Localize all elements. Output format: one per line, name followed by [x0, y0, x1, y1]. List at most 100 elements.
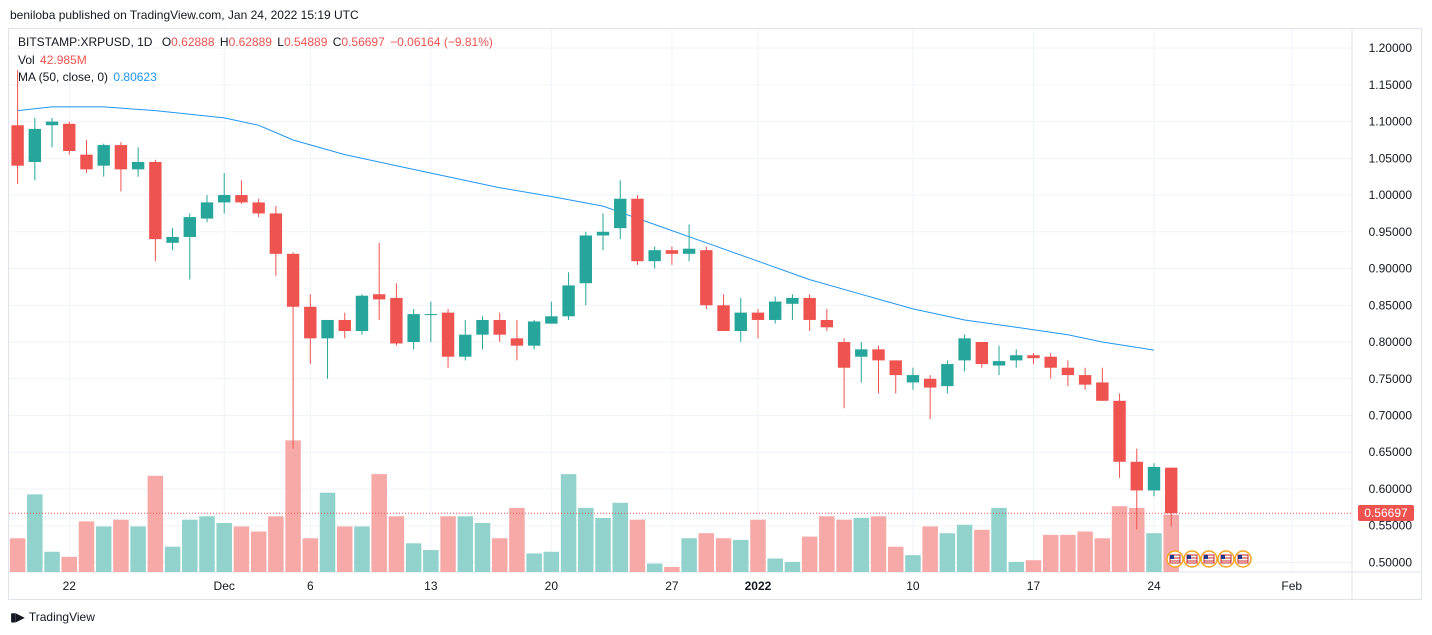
candle-body: [510, 338, 524, 346]
candle-body: [769, 301, 782, 320]
volume-bar: [595, 518, 611, 572]
candle-body: [648, 250, 661, 262]
x-tick-label: Feb: [1281, 579, 1302, 593]
y-tick-label: 0.95000: [1369, 225, 1413, 239]
y-tick-label: 0.50000: [1369, 555, 1413, 569]
candle-body: [1113, 400, 1126, 462]
volume-bar: [750, 519, 766, 572]
candle-body: [80, 154, 93, 170]
ma-line: [17, 106, 1155, 351]
symbol-label: BITSTAMP:XRPUSD, 1D: [18, 35, 153, 49]
candle-body: [562, 285, 575, 317]
volume-bar: [268, 516, 284, 572]
footer-brand: TradingView: [28, 610, 95, 624]
volume-bar: [526, 553, 542, 572]
x-tick-label: 22: [63, 579, 77, 593]
y-tick-label: 0.60000: [1369, 482, 1413, 496]
volume-bar: [1025, 560, 1042, 572]
x-tick-label: 6: [307, 579, 314, 593]
candle-body: [407, 314, 420, 343]
volume-bar: [1146, 533, 1162, 572]
candle-body: [614, 198, 627, 229]
volume-bar: [250, 531, 267, 572]
candle-body: [355, 295, 369, 331]
ma-label: MA (50, close, 0): [18, 70, 109, 84]
volume-bar: [578, 507, 594, 572]
volume-bar: [543, 551, 560, 572]
flag-canton: [1170, 555, 1174, 559]
candle-body: [269, 213, 283, 254]
candle-body: [372, 294, 386, 300]
candle-body: [114, 145, 128, 170]
x-tick-label: 20: [545, 579, 559, 593]
y-tick-label: 0.70000: [1369, 408, 1413, 422]
candle-body: [1130, 461, 1143, 491]
candle-body: [131, 161, 145, 170]
footer: ▮▶ TradingView: [10, 610, 95, 624]
ma-value: 0.80623: [113, 70, 157, 84]
candle-body: [1165, 467, 1178, 514]
candle-body: [751, 312, 765, 320]
close-value: 0.56697: [341, 35, 385, 49]
open-label: O: [161, 35, 172, 49]
open-value: 0.62888: [171, 35, 215, 49]
volume-bar: [113, 519, 129, 572]
volume-bar: [836, 519, 852, 572]
volume-bar: [509, 507, 525, 572]
y-tick-label: 1.00000: [1369, 188, 1413, 202]
volume-bar: [870, 516, 887, 572]
candle-body: [889, 360, 902, 376]
ma-legend: MA (50, close, 0) 0.80623: [18, 70, 159, 84]
change-value: −0.06164 (−9.81%): [390, 35, 493, 49]
candle-body: [63, 123, 76, 151]
high-label: H: [219, 35, 229, 49]
volume-bar: [164, 546, 181, 572]
close-label: C: [332, 35, 342, 49]
volume-bar: [698, 533, 715, 572]
y-tick-label: 0.85000: [1369, 298, 1413, 312]
volume-bar: [147, 475, 164, 572]
candle-body: [28, 128, 42, 162]
candle-body: [1061, 367, 1075, 376]
candle-body: [975, 342, 989, 365]
volume-bar: [1008, 561, 1024, 572]
candle-body: [803, 297, 816, 320]
volume-bar: [285, 440, 301, 572]
y-tick-label: 0.75000: [1369, 372, 1413, 386]
volume-bar: [1094, 538, 1111, 572]
candle-body: [992, 361, 1006, 366]
volume-bar: [801, 536, 818, 572]
candle-body: [321, 319, 334, 339]
volume-bar: [457, 516, 474, 572]
candle-body: [786, 297, 799, 304]
tradingview-logo-icon: ▮▶: [10, 610, 25, 624]
x-tick-label: 2022: [745, 579, 772, 593]
candle-body: [459, 334, 472, 357]
candle-body: [700, 250, 713, 306]
candle-body: [1078, 375, 1092, 385]
volume-bar: [491, 538, 508, 572]
candle-body: [837, 342, 851, 368]
flag-canton: [1221, 555, 1225, 559]
volume-bar: [388, 516, 405, 572]
volume-bar: [991, 507, 1007, 572]
y-tick-label: 0.65000: [1369, 445, 1413, 459]
candle-body: [200, 202, 214, 219]
x-tick-label: 27: [665, 579, 679, 593]
y-tick-label: 1.15000: [1369, 78, 1413, 92]
candle-body: [304, 306, 317, 339]
candle-body: [906, 375, 920, 383]
ohlc-legend: BITSTAMP:XRPUSD, 1D O0.62888 H0.62889 L0…: [18, 35, 495, 49]
volume-bar: [905, 555, 921, 572]
candle-body: [1044, 356, 1057, 368]
volume-bar: [1042, 534, 1059, 572]
volume-bar: [1077, 531, 1093, 572]
candle-body: [923, 378, 937, 388]
chart-frame[interactable]: [8, 28, 1422, 600]
flag-canton: [1187, 555, 1191, 559]
volume-bar: [939, 533, 956, 572]
volume-bar: [612, 502, 628, 572]
candle-body: [166, 236, 179, 243]
volume-bar: [819, 516, 835, 572]
